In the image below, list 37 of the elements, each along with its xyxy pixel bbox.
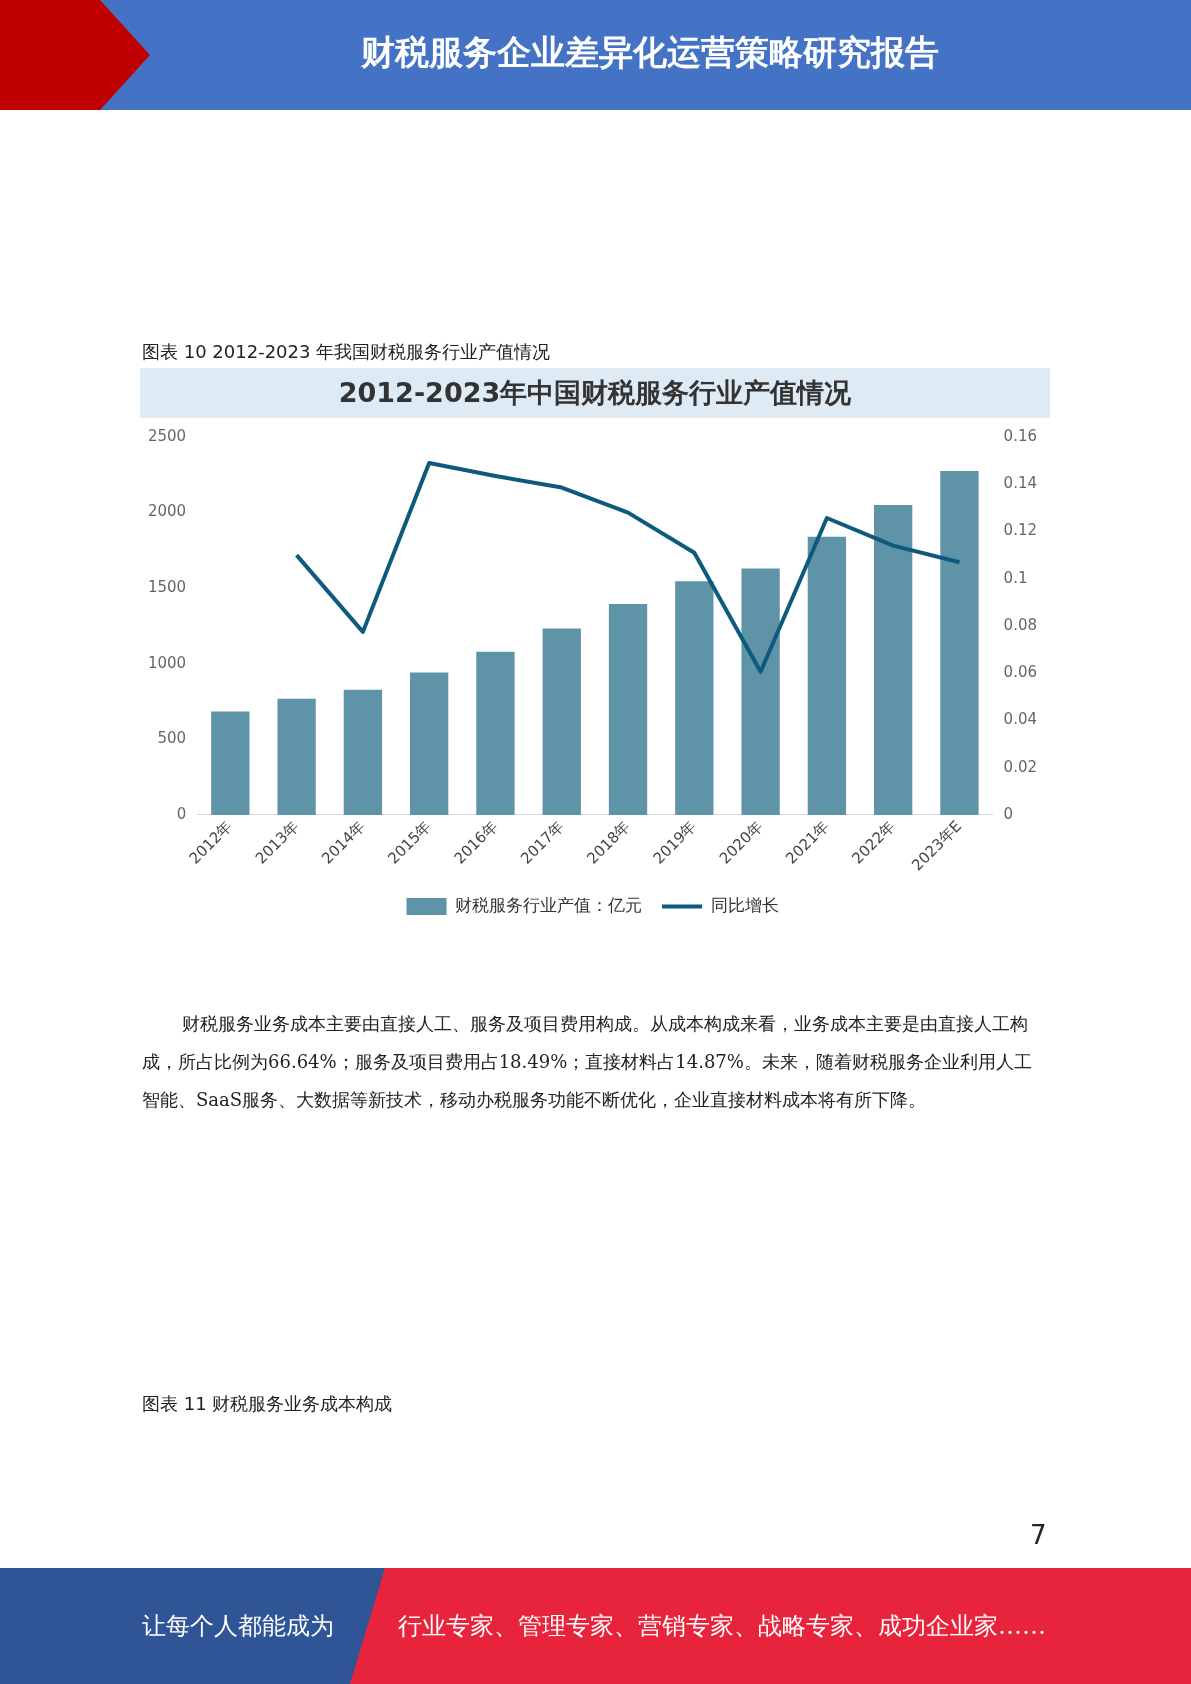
bar xyxy=(211,711,250,815)
bar xyxy=(476,651,515,815)
y-tick-label: 2000 xyxy=(147,502,187,521)
y2-tick-label: 0.04 xyxy=(1003,710,1038,729)
y-tick-label: 500 xyxy=(157,729,187,748)
text: 图表 11 财税服务业务成本构成 xyxy=(142,1392,393,1416)
y-tick-label: 1500 xyxy=(147,578,187,597)
text: 财税服务业务成本主要由直接人工、服务及项目费用构成。从成本构成来看，业务成本主要是由直接人工构成，所占比例为66.64%；服务及项目费用占18.49%；直接材料占14.87%。未来，随着财税服务企业利用人工智能、SaaS服务、大数据等新技术，移动办税服务功能不断优化，企业直接材料成本将有所下降。 xyxy=(142,1012,1033,1112)
y2-tick-label: 0.08 xyxy=(1003,615,1038,634)
bar xyxy=(940,471,979,815)
bar xyxy=(675,581,714,815)
text: 让每个人都能成为 xyxy=(142,1611,334,1642)
bar xyxy=(807,536,847,815)
bar xyxy=(277,698,316,815)
chart-title: 2012-2023年中国财税服务行业产值情况 xyxy=(140,368,1050,418)
y2-tick-label: 0.12 xyxy=(1003,521,1038,540)
bar xyxy=(343,689,383,815)
bar xyxy=(542,628,581,815)
y-tick-label: 2500 xyxy=(147,426,187,445)
y2-tick-label: 0.14 xyxy=(1003,474,1038,493)
bar xyxy=(410,672,449,815)
y2-tick-label: 0 xyxy=(1003,804,1014,823)
y-tick-label: 0 xyxy=(176,804,187,823)
bar xyxy=(608,604,648,815)
y2-tick-label: 0.02 xyxy=(1003,757,1038,776)
y2-tick-label: 0.16 xyxy=(1003,426,1038,445)
text: 7 xyxy=(1030,1520,1047,1550)
legend-label: 财税服务行业产值：亿元 xyxy=(455,894,642,915)
bar xyxy=(741,568,780,815)
text: 财税服务企业差异化运营策略研究报告 xyxy=(360,31,940,74)
y-tick-label: 1000 xyxy=(147,653,187,672)
y2-tick-label: 0.1 xyxy=(1003,568,1028,587)
text: 行业专家、管理专家、营销专家、战略专家、成功企业家…… xyxy=(398,1611,1046,1642)
legend-label: 同比增长 xyxy=(710,894,779,915)
bar xyxy=(874,505,913,815)
y2-tick-label: 0.06 xyxy=(1003,663,1038,682)
text: 图表 10 2012-2023 年我国财税服务行业产值情况 xyxy=(142,340,551,364)
